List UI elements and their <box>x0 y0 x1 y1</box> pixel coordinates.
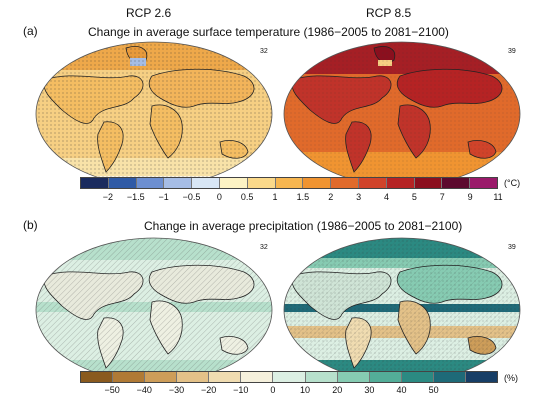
colorbar-tick-label: 0 <box>270 385 276 395</box>
colorbar-tick-label: −10 <box>233 385 249 395</box>
colorbar-segment <box>432 372 465 382</box>
colorbar-segment <box>81 372 113 382</box>
colorbar-tick-label: 5 <box>411 192 417 202</box>
model-count-label: 32 <box>260 244 268 251</box>
precipitation-unit: (%) <box>504 373 518 383</box>
colorbar-segment <box>208 372 241 382</box>
colorbar-segment <box>163 178 192 188</box>
colorbar-tick-label: −1 <box>158 192 169 202</box>
colorbar-tick-label: −0.5 <box>182 192 201 202</box>
panel-a-label: (a) <box>23 24 38 38</box>
precipitation-colorbar-ticks: −50 −40 −30 −20 −10 0 10 20 30 40 50 <box>80 384 498 398</box>
temperature-unit: (°C) <box>504 178 521 188</box>
colorbar-tick-label: 40 <box>396 385 407 395</box>
temperature-map-rcp26: 32 <box>34 40 274 188</box>
colorbar-segment <box>135 178 164 188</box>
colorbar-segment <box>112 372 145 382</box>
colorbar-segment <box>176 372 209 382</box>
colorbar-segment <box>357 178 386 188</box>
colorbar-segment <box>302 178 331 188</box>
panel-b-label: (b) <box>23 218 38 232</box>
colorbar-segment <box>274 178 303 188</box>
colorbar-segment <box>240 372 273 382</box>
colorbar-segment <box>246 178 275 188</box>
colorbar-tick-label: 11 <box>493 192 503 202</box>
colorbar-tick-label: 4 <box>384 192 390 202</box>
colorbar-segment <box>330 178 358 188</box>
scenario-left-title: RCP 2.6 <box>126 6 172 20</box>
colorbar-tick-label: −50 <box>104 385 120 395</box>
colorbar-tick-label: 7 <box>439 192 445 202</box>
colorbar-segment <box>272 372 305 382</box>
colorbar-tick-label: 10 <box>300 385 311 395</box>
temperature-colorbar-ticks: −2 −1.5 −1 −0.5 0 0.5 1 1.5 2 3 4 5 7 9 11 <box>80 191 503 205</box>
colorbar-tick-label: 2 <box>328 192 334 202</box>
colorbar-tick-label: −30 <box>168 385 185 395</box>
temperature-map-rcp85: 39 <box>282 40 522 188</box>
colorbar-segment <box>218 178 247 188</box>
colorbar-segment <box>144 372 177 382</box>
colorbar-tick-label: 0 <box>216 192 222 202</box>
precipitation-colorbar <box>80 371 498 383</box>
colorbar-tick-label: −2 <box>102 192 113 202</box>
scenario-right-title: RCP 8.5 <box>366 6 412 20</box>
colorbar-segment <box>413 178 442 188</box>
colorbar-tick-label: 3 <box>356 192 362 202</box>
colorbar-segment <box>385 178 414 188</box>
colorbar-tick-label: −20 <box>200 385 217 395</box>
colorbar-tick-label: 20 <box>332 385 343 395</box>
colorbar-segment <box>469 178 497 188</box>
colorbar-segment <box>107 178 136 188</box>
colorbar-segment <box>400 372 433 382</box>
model-count-label: 32 <box>260 48 268 55</box>
temperature-colorbar <box>80 177 498 189</box>
colorbar-segment <box>441 178 470 188</box>
colorbar-tick-label: 30 <box>364 385 375 395</box>
colorbar-segment <box>304 372 337 382</box>
colorbar-segment <box>336 372 369 382</box>
colorbar-segment <box>464 372 498 382</box>
colorbar-tick-label: −1.5 <box>126 192 145 202</box>
colorbar-segment <box>81 178 108 188</box>
precipitation-map-rcp85: 39 <box>282 236 522 384</box>
colorbar-tick-label: −40 <box>136 385 152 395</box>
colorbar-tick-label: 9 <box>467 192 473 202</box>
temperature-title: Change in average surface temperature (1… <box>88 25 449 39</box>
precipitation-title: Change in average precipitation (1986−20… <box>144 219 463 233</box>
colorbar-tick-label: 1 <box>272 192 278 202</box>
colorbar-tick-label: 0.5 <box>240 192 254 202</box>
precipitation-map-rcp26: 32 <box>34 236 274 384</box>
model-count-label: 39 <box>508 244 516 251</box>
colorbar-segment <box>368 372 401 382</box>
model-count-label: 39 <box>508 48 516 55</box>
colorbar-tick-label: 50 <box>428 385 439 395</box>
colorbar-tick-label: 1.5 <box>296 192 310 202</box>
colorbar-segment <box>191 178 219 188</box>
